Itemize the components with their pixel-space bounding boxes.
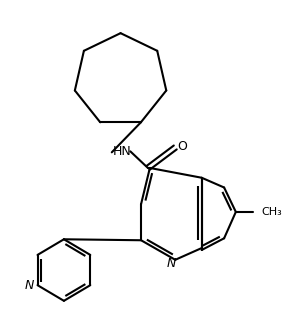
Text: N: N bbox=[167, 257, 176, 270]
Text: HN: HN bbox=[113, 145, 131, 158]
Text: O: O bbox=[177, 140, 187, 153]
Text: CH₃: CH₃ bbox=[261, 207, 282, 217]
Text: N: N bbox=[25, 279, 34, 292]
